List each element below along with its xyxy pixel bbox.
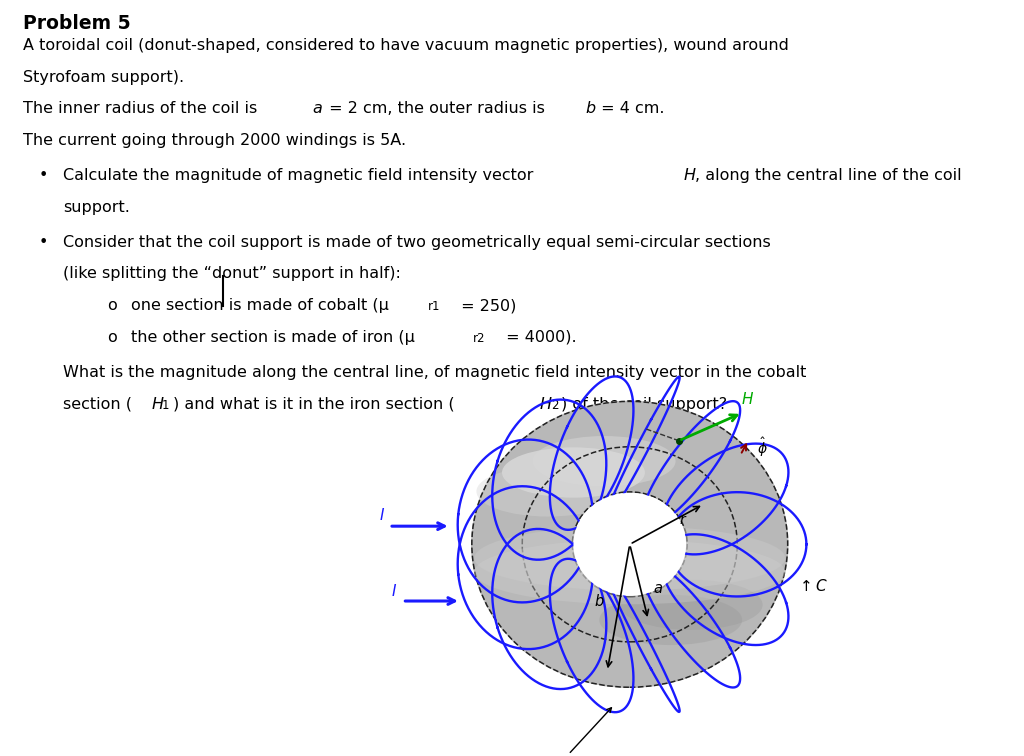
Ellipse shape (620, 580, 763, 630)
Text: ) of the coil support?: ) of the coil support? (561, 397, 727, 411)
Text: $\uparrow C$: $\uparrow C$ (797, 578, 828, 594)
Text: o: o (108, 298, 118, 313)
Text: I: I (392, 584, 396, 600)
Text: 2: 2 (551, 399, 558, 412)
Ellipse shape (474, 526, 785, 590)
Text: = 2 cm, the outer radius is: = 2 cm, the outer radius is (324, 101, 550, 116)
Text: The current going through 2000 windings is 5A.: The current going through 2000 windings … (23, 133, 406, 148)
Text: b: b (595, 593, 604, 609)
Text: o: o (108, 330, 118, 345)
Text: section (: section ( (63, 397, 132, 411)
Ellipse shape (471, 401, 788, 688)
Text: The inner radius of the coil is: The inner radius of the coil is (23, 101, 262, 116)
Text: •: • (39, 234, 48, 249)
Text: a: a (312, 101, 323, 116)
Ellipse shape (573, 493, 686, 596)
Text: H: H (152, 397, 164, 411)
Ellipse shape (573, 493, 686, 596)
Ellipse shape (502, 448, 645, 497)
Text: a: a (653, 581, 663, 596)
Text: r1: r1 (428, 300, 440, 314)
Text: (like splitting the “donut” support in half):: (like splitting the “donut” support in h… (63, 266, 401, 281)
Text: H: H (540, 397, 552, 411)
Text: support.: support. (63, 200, 130, 215)
Text: H: H (684, 168, 696, 183)
Text: ) and what is it in the iron section (: ) and what is it in the iron section ( (173, 397, 455, 411)
Ellipse shape (573, 493, 686, 596)
Text: Calculate the magnitude of magnetic field intensity vector: Calculate the magnitude of magnetic fiel… (63, 168, 539, 183)
Ellipse shape (532, 436, 676, 486)
Text: H: H (741, 392, 754, 407)
Text: b: b (586, 101, 596, 116)
Text: $\hat{\phi}$: $\hat{\phi}$ (757, 436, 767, 459)
Text: , along the central line of the coil: , along the central line of the coil (695, 168, 962, 183)
Text: I: I (380, 508, 384, 523)
Text: the other section is made of iron (μ: the other section is made of iron (μ (131, 330, 415, 345)
Text: Styrofoam support).: Styrofoam support). (23, 70, 183, 85)
Text: = 4 cm.: = 4 cm. (596, 101, 665, 116)
Text: one section is made of cobalt (μ: one section is made of cobalt (μ (131, 298, 389, 313)
Text: What is the magnitude along the central line, of magnetic field intensity vector: What is the magnitude along the central … (63, 365, 807, 380)
Ellipse shape (474, 540, 785, 604)
Ellipse shape (599, 595, 742, 645)
Ellipse shape (476, 466, 620, 516)
Text: A toroidal coil (donut-shaped, considered to have vacuum magnetic properties), w: A toroidal coil (donut-shaped, considere… (23, 38, 788, 53)
Text: r: r (679, 513, 685, 527)
Text: = 250): = 250) (456, 298, 516, 313)
Text: Problem 5: Problem 5 (23, 14, 130, 33)
Text: •: • (39, 168, 48, 183)
Text: r2: r2 (473, 332, 485, 345)
Text: = 4000).: = 4000). (501, 330, 577, 345)
Text: Consider that the coil support is made of two geometrically equal semi-circular : Consider that the coil support is made o… (63, 234, 771, 249)
Text: 1: 1 (162, 399, 169, 412)
